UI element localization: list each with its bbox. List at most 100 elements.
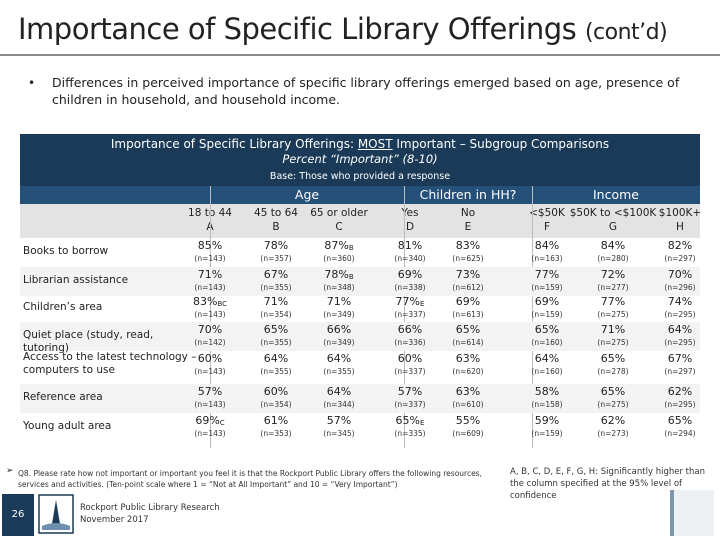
column-label: Yes: [401, 207, 419, 219]
percent-value: 55%: [455, 414, 481, 427]
percent-value: 66%: [397, 323, 423, 336]
cell-base-size: (n=295): [664, 338, 696, 347]
page-title: Importance of Specific Library Offerings…: [18, 12, 668, 46]
percent-value: 64%: [326, 385, 352, 398]
cell-base-size: (n=348): [323, 283, 355, 292]
cell-base-size: (n=337): [394, 400, 426, 409]
cell-percent: 78%: [246, 239, 306, 252]
group-income: Income: [593, 187, 639, 202]
table-row: Quiet place (study, read, tutoring) 70% (n…: [20, 322, 700, 354]
cell-percent: 67%: [246, 268, 306, 281]
title-suffix: (cont’d): [584, 20, 668, 45]
cell-base-size: (n=143): [194, 310, 226, 319]
cell-base-size: (n=143): [194, 367, 226, 376]
column-label: 18 to 44: [188, 207, 232, 219]
percent-value: 65%: [263, 323, 289, 336]
column-label: 45 to 64: [254, 207, 298, 219]
cell-percent: 60%: [180, 352, 240, 365]
cell-base-size: (n=345): [323, 429, 355, 438]
cell-base-size: (n=620): [452, 367, 484, 376]
cell-base-size: (n=335): [394, 429, 426, 438]
cell-percent: 65%: [438, 323, 498, 336]
cell-percent: 82%: [650, 239, 710, 252]
bullet-marker: •: [28, 76, 36, 90]
cell-base-size: (n=295): [664, 310, 696, 319]
cell-base-size: (n=297): [664, 254, 696, 263]
percent-value: 57%: [326, 414, 352, 427]
cell-base-size: (n=296): [664, 283, 696, 292]
cell-base-size: (n=355): [323, 367, 355, 376]
column-label: $100K+: [658, 207, 702, 219]
percent-value: 62%: [600, 414, 626, 427]
significance-marker: C: [219, 419, 225, 427]
percent-value: 77%: [395, 295, 420, 308]
row-label: Young adult area: [23, 420, 112, 432]
column-letter: D: [405, 221, 415, 233]
significance-marker: B: [348, 273, 354, 281]
percent-value: 84%: [600, 239, 626, 252]
cell-base-size: (n=275): [597, 310, 629, 319]
significance-note: A, B, C, D, E, F, G, H: Significantly hi…: [510, 467, 705, 501]
cell-base-size: (n=354): [260, 400, 292, 409]
percent-value: 65%: [600, 352, 626, 365]
table-title-pre: Importance of Specific Library Offerings…: [110, 137, 358, 151]
cell-percent: 70%: [650, 268, 710, 281]
cell-percent: 65%: [517, 323, 577, 336]
percent-value: 71%: [263, 295, 289, 308]
group-header-band: Age Children in HH? Income: [20, 186, 700, 204]
cell-percent: 84%: [583, 239, 643, 252]
table-row: Young adult area 69%C (n=143) 61% (n=353) 57%…: [20, 413, 700, 442]
cell-percent: 69%C: [180, 414, 240, 427]
cell-base-size: (n=143): [194, 283, 226, 292]
cell-base-size: (n=273): [597, 429, 629, 438]
cell-percent: 84%: [517, 239, 577, 252]
table-header: Importance of Specific Library Offerings…: [20, 134, 700, 186]
percent-value: 64%: [667, 323, 693, 336]
report-date: November 2017: [80, 515, 149, 525]
row-label: Children’s area: [23, 301, 103, 313]
percent-value: 69%: [397, 268, 423, 281]
cell-base-size: (n=295): [664, 400, 696, 409]
cell-base-size: (n=349): [323, 310, 355, 319]
percent-value: 73%: [455, 268, 481, 281]
cell-base-size: (n=337): [394, 310, 426, 319]
group-age: Age: [294, 187, 320, 202]
row-label: Librarian assistance: [23, 274, 129, 286]
cell-percent: 83%BC: [180, 295, 240, 308]
column-letter: F: [543, 221, 551, 233]
cell-percent: 62%: [583, 414, 643, 427]
cell-percent: 55%: [438, 414, 498, 427]
percent-value: 67%: [263, 268, 289, 281]
percent-value: 60%: [263, 385, 289, 398]
cell-base-size: (n=142): [194, 338, 226, 347]
page-number: 26: [2, 494, 34, 536]
percent-value: 83%: [192, 295, 218, 308]
percent-value: 72%: [600, 268, 626, 281]
cell-base-size: (n=340): [394, 254, 426, 263]
table-row: Children’s area 83%BC (n=143) 71% (n=354) 71%…: [20, 294, 700, 323]
column-label: $50K to <$100K: [569, 207, 657, 219]
column-header: Yes D: [360, 206, 460, 234]
percent-value: 60%: [397, 352, 423, 365]
percent-value: 59%: [534, 414, 560, 427]
cell-percent: 62%: [650, 385, 710, 398]
cell-percent: 69%: [517, 295, 577, 308]
percent-value: 57%: [397, 385, 423, 398]
significance-marker: E: [420, 300, 425, 308]
cell-percent: 57%: [309, 414, 369, 427]
percent-value: 69%: [195, 414, 220, 427]
cell-percent: 71%: [309, 295, 369, 308]
cell-percent: 69%: [438, 295, 498, 308]
cell-base-size: (n=336): [394, 338, 426, 347]
question-footnote: Q8. Please rate how not important or imp…: [18, 469, 482, 489]
cell-percent: 64%: [309, 385, 369, 398]
cell-percent: 74%: [650, 295, 710, 308]
percent-value: 67%: [667, 352, 693, 365]
cell-percent: 60%: [246, 385, 306, 398]
cell-base-size: (n=355): [260, 338, 292, 347]
table-row: Books to borrow 85% (n=143) 78% (n=357) 87%B (…: [20, 238, 700, 267]
cell-percent: 71%: [246, 295, 306, 308]
cell-base-size: (n=280): [597, 254, 629, 263]
column-header: 45 to 64 B: [226, 206, 326, 234]
